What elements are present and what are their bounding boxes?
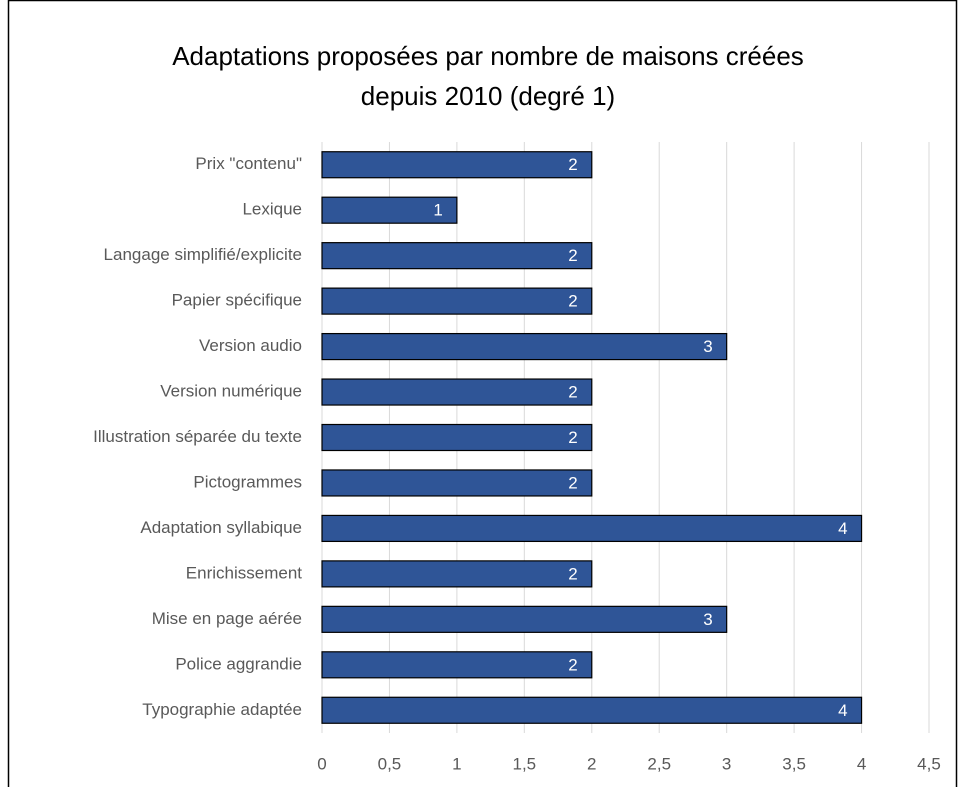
y-tick-label: Mise en page aérée: [152, 609, 302, 628]
x-tick-label: 0: [317, 754, 326, 773]
x-tick-label: 3,5: [782, 754, 806, 773]
y-tick-label: Prix "contenu": [195, 154, 302, 173]
bar: [321, 605, 728, 633]
bar: [321, 423, 593, 452]
y-tick-label: Lexique: [242, 200, 302, 219]
data-label: 2: [568, 383, 577, 402]
x-tick-label: 4: [857, 754, 866, 773]
bar: [321, 287, 593, 315]
bar: [321, 560, 593, 588]
y-tick-label: Police aggrandie: [175, 654, 302, 673]
bar: [321, 696, 863, 724]
y-tick-label: Papier spécifique: [172, 291, 302, 310]
y-tick-label: Adaptation syllabique: [140, 518, 302, 537]
data-label: 2: [568, 428, 577, 447]
data-label: 2: [568, 473, 577, 492]
y-tick-label: Illustration séparée du texte: [93, 427, 302, 446]
bar: [321, 378, 593, 406]
data-label: 2: [568, 292, 577, 311]
chart-title: Adaptations proposées par nombre de mais…: [172, 41, 804, 71]
y-tick-label: Enrichissement: [186, 563, 302, 582]
data-label: 2: [568, 246, 577, 265]
data-label: 3: [703, 337, 712, 356]
chart-border: [7, 0, 958, 787]
data-label: 2: [568, 564, 577, 583]
data-label: 4: [838, 701, 847, 720]
x-tick-label: 2: [587, 754, 596, 773]
chart-title: depuis 2010 (degré 1): [361, 81, 615, 111]
x-tick-label: 4,5: [917, 754, 941, 773]
y-tick-label: Langage simplifié/explicite: [104, 245, 302, 264]
bar: [321, 332, 728, 361]
bar: [321, 651, 593, 679]
bar: [321, 514, 863, 543]
data-label: 2: [568, 155, 577, 174]
x-tick-label: 2,5: [647, 754, 671, 773]
x-tick-label: 0,5: [378, 754, 402, 773]
y-tick-label: Version audio: [199, 336, 302, 355]
data-label: 3: [703, 610, 712, 629]
bar: [321, 196, 458, 224]
data-label: 1: [433, 201, 442, 220]
bar: [321, 151, 593, 179]
x-tick-label: 3: [722, 754, 731, 773]
y-tick-label: Version numérique: [160, 382, 302, 401]
data-label: 4: [838, 519, 847, 538]
data-label: 2: [568, 655, 577, 674]
y-tick-label: Pictogrammes: [193, 472, 302, 491]
x-tick-label: 1,5: [513, 754, 537, 773]
y-tick-label: Typographie adaptée: [142, 700, 302, 719]
x-tick-label: 1: [452, 754, 461, 773]
bar: [321, 242, 593, 270]
bar: [321, 469, 593, 497]
